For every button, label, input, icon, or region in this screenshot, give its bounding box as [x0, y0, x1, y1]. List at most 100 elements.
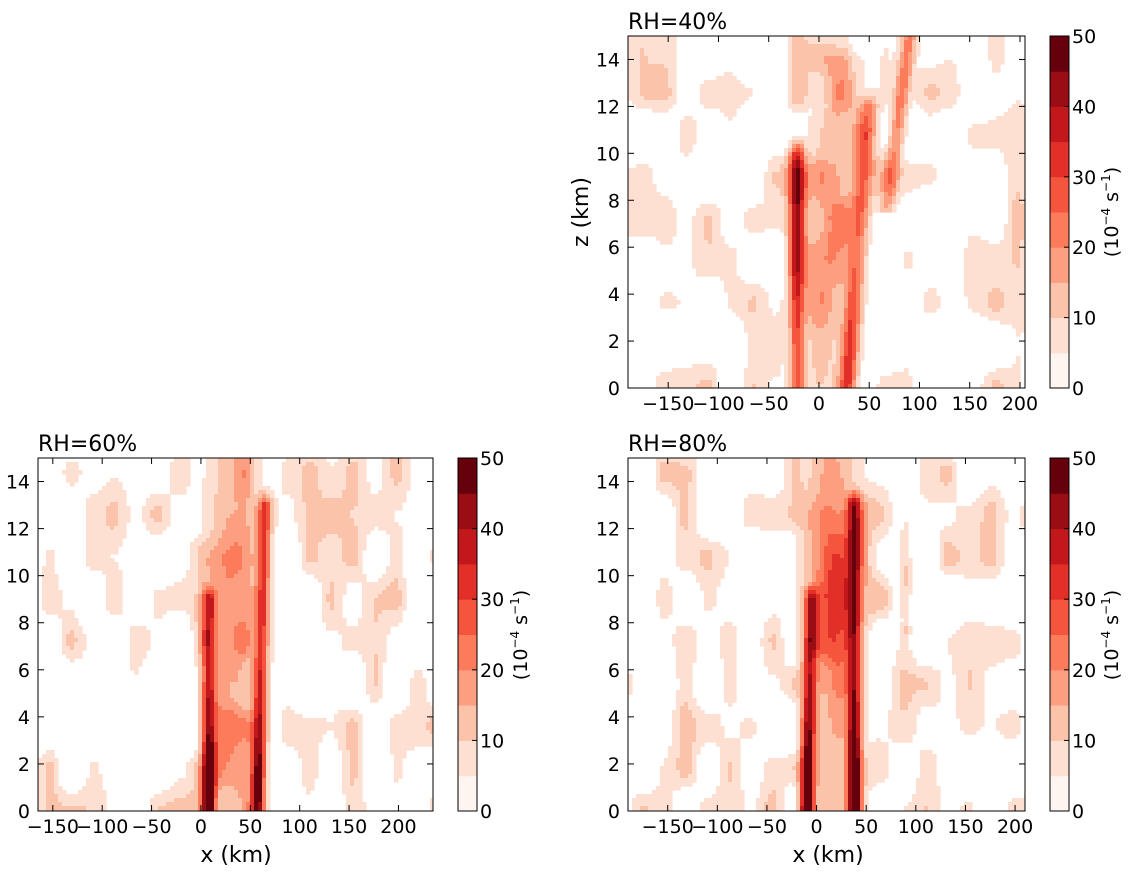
contour-cell [848, 368, 853, 373]
contour-cell [852, 124, 857, 129]
contour-cell [696, 372, 701, 377]
contour-cell [836, 92, 841, 97]
contour-cell [804, 352, 809, 357]
contour-cell [406, 474, 411, 479]
contour-cell [1016, 144, 1021, 149]
contour-cell [326, 466, 331, 471]
contour-cell [712, 232, 717, 237]
contour-cell [824, 380, 829, 385]
contour-cell [816, 300, 821, 305]
contour-cell [406, 458, 411, 463]
contour-cell [664, 220, 669, 225]
contour-cell [824, 72, 829, 77]
contour-cell [266, 514, 271, 519]
contour-cell [250, 466, 255, 471]
contour-cell [1012, 204, 1017, 209]
contour-cell [704, 240, 709, 245]
contour-cell [318, 514, 323, 519]
contour-cell [804, 180, 809, 185]
contour-cell [648, 204, 653, 209]
contour-cell [860, 72, 865, 77]
contour-cell [334, 498, 339, 503]
contour-cell [832, 64, 837, 69]
contour-cell [632, 84, 637, 89]
contour-cell [752, 376, 757, 381]
contour-cell [996, 60, 1001, 65]
contour-cell [310, 506, 315, 511]
contour-cell [318, 486, 323, 491]
contour-cell [804, 104, 809, 109]
contour-cell [242, 486, 247, 491]
contour-cell [784, 284, 789, 289]
contour-cell [644, 80, 649, 85]
contour-cell [860, 120, 865, 125]
contour-cell [768, 356, 773, 361]
contour-cell [932, 76, 937, 81]
contour-cell [218, 510, 223, 515]
contour-cell [816, 36, 821, 41]
contour-cell [844, 312, 849, 317]
contour-cell [632, 44, 637, 49]
contour-cell [896, 200, 901, 205]
contour-cell [640, 84, 645, 89]
contour-cell [792, 188, 797, 193]
contour-cell [238, 458, 243, 463]
contour-cell [864, 92, 869, 97]
contour-cell [700, 248, 705, 253]
contour-cell [828, 136, 833, 141]
contour-cell [162, 498, 167, 503]
contour-cell [704, 84, 709, 89]
contour-cell [824, 332, 829, 337]
contour-cell [178, 462, 183, 467]
contour-cell [796, 336, 801, 341]
contour-cell [1004, 316, 1009, 321]
contour-cell [1004, 156, 1009, 161]
contour-cell [824, 144, 829, 149]
contour-cell [748, 312, 753, 317]
contour-cell [796, 316, 801, 321]
contour-cell [326, 494, 331, 499]
contour-cell [976, 288, 981, 293]
contour-cell [302, 502, 307, 507]
contour-cell [820, 64, 825, 69]
panel-title: RH=40% [628, 10, 727, 35]
contour-cell [1012, 292, 1017, 297]
contour-cell [334, 514, 339, 519]
contour-cell [390, 498, 395, 503]
contour-cell [812, 300, 817, 305]
contour-cell [844, 356, 849, 361]
contour-cell [828, 76, 833, 81]
contour-cell [764, 308, 769, 313]
contour-cell [848, 172, 853, 177]
contour-cell [716, 224, 721, 229]
contour-cell [1012, 272, 1017, 277]
contour-cell [880, 152, 885, 157]
contour-cell [760, 324, 765, 329]
contour-cell [876, 108, 881, 113]
contour-cell [836, 84, 841, 89]
contour-cell [246, 458, 251, 463]
contour-cell [788, 268, 793, 273]
contour-cell [984, 240, 989, 245]
contour-cell [1000, 296, 1005, 301]
contour-cell [996, 380, 1001, 385]
contour-cell [310, 490, 315, 495]
contour-cell [764, 376, 769, 381]
contour-cell [828, 144, 833, 149]
contour-cell [824, 224, 829, 229]
contour-cell [800, 368, 805, 373]
contour-cell [724, 276, 729, 281]
contour-cell [1012, 244, 1017, 249]
contour-cell [996, 68, 1001, 73]
contour-cell [158, 494, 163, 499]
contour-cell [206, 458, 211, 463]
contour-cell [832, 316, 837, 321]
contour-cell [836, 144, 841, 149]
contour-cell [904, 252, 909, 257]
contour-cell [652, 64, 657, 69]
contour-cell [1020, 272, 1025, 277]
contour-cell [904, 72, 909, 77]
contour-cell [1012, 128, 1017, 133]
contour-cell [1008, 312, 1013, 317]
contour-cell [820, 360, 825, 365]
